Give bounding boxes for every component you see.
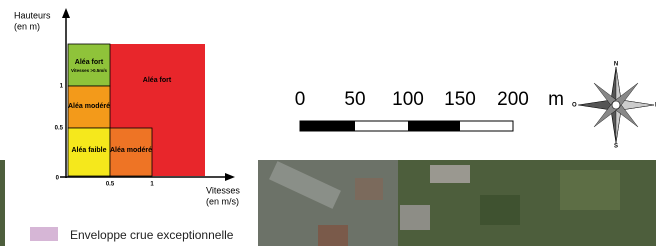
scale-unit: m — [548, 89, 564, 110]
zone-label: Aléa modéré — [68, 103, 110, 110]
zone-note: Vitesses >0.5m/s — [71, 68, 108, 73]
compass-label: O — [572, 103, 577, 109]
map-legend: Hauteurs (en m) Vitesses (en m/s) 0 0.5 … — [0, 0, 656, 246]
zone-label: Aléa fort — [143, 77, 172, 84]
legend: Enveloppe crue exceptionnelle — [30, 227, 234, 242]
scale-label: 50 — [344, 89, 365, 110]
legend-swatch — [30, 227, 58, 241]
axis-label: Vitesses — [206, 185, 240, 195]
hazard-diagram: Hauteurs (en m) Vitesses (en m/s) 0 0.5 … — [14, 8, 240, 206]
tick-label: 0.5 — [106, 182, 115, 188]
compass-rose: N S E O — [572, 62, 656, 150]
arrow — [225, 173, 235, 181]
tick-label: 1 — [150, 182, 154, 188]
legend-label: Enveloppe crue exceptionnelle — [70, 228, 234, 242]
arrow — [62, 8, 70, 18]
axis-label: (en m) — [14, 21, 40, 31]
tick-label: 1 — [60, 84, 64, 90]
scale-label: 100 — [392, 89, 424, 110]
scale-label: 150 — [444, 89, 476, 110]
zone-label: Aléa fort — [75, 59, 104, 66]
scale-label: 0 — [295, 89, 306, 110]
axis-label: (en m/s) — [206, 196, 239, 206]
compass-label: N — [614, 62, 618, 68]
zone-label: Aléa faible — [71, 147, 106, 154]
axis-label: Hauteurs — [14, 10, 51, 20]
tick-label: 0.5 — [55, 126, 64, 132]
scale-label: 200 — [497, 89, 529, 110]
zone-label: Aléa modéré — [110, 147, 152, 154]
tick-label: 0 — [56, 176, 60, 182]
compass-label: S — [614, 144, 618, 150]
scale-bar: 0 50 100 150 200 m — [295, 89, 564, 131]
